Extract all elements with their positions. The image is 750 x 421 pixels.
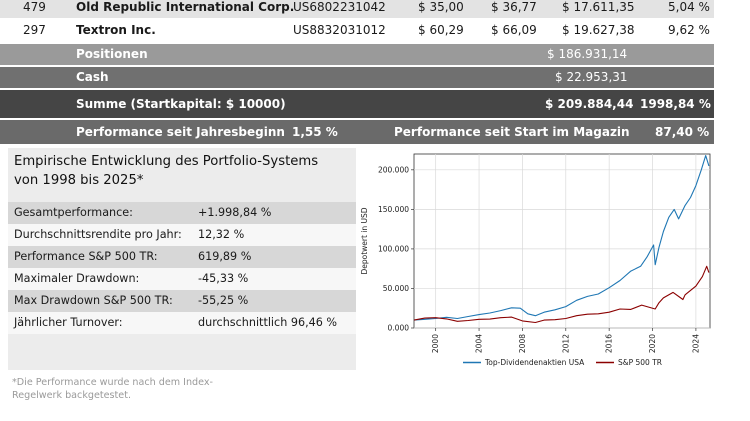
isin: US8832031012 bbox=[293, 23, 386, 37]
y-tick-label: 100.000 bbox=[378, 244, 409, 253]
x-tick-label: 2000 bbox=[431, 334, 440, 353]
perf-start-label: Performance seit Start im Magazin bbox=[394, 125, 630, 139]
stat-label: Jährlicher Turnover: bbox=[14, 316, 123, 329]
y-tick-label: 0.000 bbox=[388, 324, 410, 333]
performance-row: Performance seit Jahresbeginn 1,55 % Per… bbox=[0, 120, 714, 144]
sp500-line bbox=[413, 265, 710, 324]
x-tick-label: 2016 bbox=[605, 334, 614, 353]
x-tick-label: 2012 bbox=[561, 334, 570, 353]
chart-svg: 0.000 50.000 100.000 150.000 200.000 2000 2004… bbox=[360, 153, 711, 367]
legend-portfolio-label: Top-Dividendenaktien USA bbox=[484, 358, 585, 367]
row-number: 479 bbox=[23, 0, 46, 14]
y-tick-label: 150.000 bbox=[378, 205, 409, 214]
plot-area bbox=[413, 153, 711, 329]
isin: US6802231042 bbox=[293, 0, 386, 14]
stat-label: Max Drawdown S&P 500 TR: bbox=[14, 294, 173, 307]
weight-percent: 9,62 % bbox=[668, 23, 710, 37]
cash-row: Cash $ 22.953,31 bbox=[0, 67, 714, 88]
stat-value: durchschnittlich 96,46 % bbox=[198, 316, 338, 329]
x-tick-label: 2008 bbox=[518, 334, 527, 353]
stat-row: Performance S&P 500 TR: 619,89 % bbox=[8, 246, 356, 268]
position-value: $ 19.627,38 bbox=[562, 23, 635, 37]
buy-price: $ 35,00 bbox=[418, 0, 464, 14]
current-price: $ 66,09 bbox=[491, 23, 537, 37]
footnote: *Die Performance wurde nach dem Index- R… bbox=[12, 376, 213, 402]
company-name: Old Republic International Corp. bbox=[76, 0, 295, 14]
y-axis-label: Depotwert in USD bbox=[360, 207, 369, 274]
table-row: 479 Old Republic International Corp. US6… bbox=[0, 0, 714, 18]
summe-row: Summe (Startkapital: $ 10000) $ 209.884,… bbox=[0, 90, 714, 118]
x-tick-label: 2004 bbox=[475, 334, 484, 353]
legend-sp500-label: S&P 500 TR bbox=[618, 358, 662, 367]
stat-row: Max Drawdown S&P 500 TR: -55,25 % bbox=[8, 290, 356, 312]
stat-label: Maximaler Drawdown: bbox=[14, 272, 140, 285]
stat-value: 619,89 % bbox=[198, 250, 252, 263]
positionen-value: $ 186.931,14 bbox=[547, 47, 628, 61]
footnote-line1: *Die Performance wurde nach dem Index- bbox=[12, 377, 214, 388]
perf-start-value: 87,40 % bbox=[655, 125, 710, 139]
y-tick-label: 50.000 bbox=[383, 284, 409, 293]
performance-chart: 0.000 50.000 100.000 150.000 200.000 2000 2004… bbox=[358, 148, 750, 380]
row-number: 297 bbox=[23, 23, 46, 37]
summe-value: $ 209.884,44 bbox=[545, 97, 634, 111]
positionen-label: Positionen bbox=[76, 47, 148, 61]
panel-title-line2: von 1998 bis 2025* bbox=[14, 173, 144, 188]
footnote-line2: Regelwerk backgetestet. bbox=[12, 390, 132, 401]
cash-value: $ 22.953,31 bbox=[555, 70, 628, 84]
summe-label: Summe (Startkapital: $ 10000) bbox=[76, 97, 286, 111]
company-name: Textron Inc. bbox=[76, 23, 156, 37]
stat-label: Durchschnittsrendite pro Jahr: bbox=[14, 228, 182, 241]
summe-percent: 1998,84 % bbox=[640, 97, 711, 111]
cash-label: Cash bbox=[76, 70, 109, 84]
perf-year-label: Performance seit Jahresbeginn bbox=[76, 125, 285, 139]
positionen-row: Positionen $ 186.931,14 bbox=[0, 44, 714, 65]
stat-value: 12,32 % bbox=[198, 228, 245, 241]
position-value: $ 17.611,35 bbox=[562, 0, 635, 14]
stat-value: -45,33 % bbox=[198, 272, 249, 285]
stats-panel: Empirische Entwicklung des Portfolio-Sys… bbox=[8, 148, 356, 370]
stat-row: Durchschnittsrendite pro Jahr: 12,32 % bbox=[8, 224, 356, 246]
perf-year-value: 1,55 % bbox=[292, 125, 338, 139]
y-tick-label: 200.000 bbox=[378, 165, 409, 174]
buy-price: $ 60,29 bbox=[418, 23, 464, 37]
x-tick-label: 2020 bbox=[648, 334, 657, 353]
stat-label: Performance S&P 500 TR: bbox=[14, 250, 158, 263]
stat-label: Gesamtperformance: bbox=[14, 206, 133, 219]
stat-row: Maximaler Drawdown: -45,33 % bbox=[8, 268, 356, 290]
weight-percent: 5,04 % bbox=[668, 0, 710, 14]
panel-title: Empirische Entwicklung des Portfolio-Sys… bbox=[14, 152, 318, 190]
x-tick-label: 2024 bbox=[691, 334, 700, 353]
stat-value: -55,25 % bbox=[198, 294, 249, 307]
table-row: 297 Textron Inc. US8832031012 $ 60,29 $ … bbox=[0, 20, 714, 42]
current-price: $ 36,77 bbox=[491, 0, 537, 14]
stat-row: Gesamtperformance: +1.998,84 % bbox=[8, 202, 356, 224]
stat-row: Jährlicher Turnover: durchschnittlich 96… bbox=[8, 312, 356, 334]
panel-title-line1: Empirische Entwicklung des Portfolio-Sys… bbox=[14, 154, 319, 169]
stat-value: +1.998,84 % bbox=[198, 206, 272, 219]
portfolio-line bbox=[413, 155, 710, 321]
